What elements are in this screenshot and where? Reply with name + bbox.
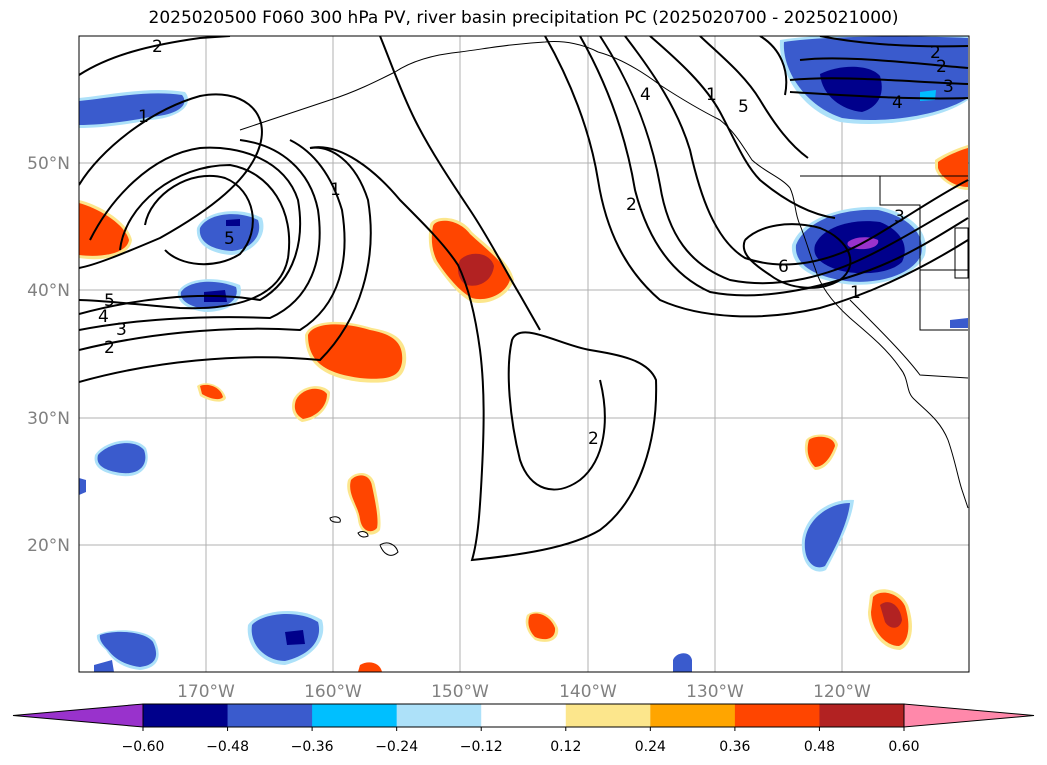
colorbar-tick-label: 0.48	[804, 739, 835, 755]
lat-label-50n: 50°N	[27, 154, 70, 174]
svg-text:6: 6	[778, 257, 789, 277]
svg-text:2: 2	[588, 429, 599, 449]
colorbar: −0.60 −0.48 −0.36 −0.24 −0.12 0.12 0.24 0.36 0.4…	[12, 703, 1035, 755]
lon-label-140w: 140°W	[559, 682, 617, 702]
colorbar-swatch	[650, 704, 736, 727]
svg-text:2: 2	[936, 57, 947, 77]
lon-label-130w: 130°W	[686, 682, 744, 702]
colorbar-tick-label: −0.12	[460, 739, 503, 755]
lon-label-120w: 120°W	[813, 682, 871, 702]
coastlines	[239, 41, 969, 556]
colorbar-ticks: −0.60 −0.48 −0.36 −0.24 −0.12 0.12 0.24 0.36 0.4…	[122, 727, 920, 755]
svg-text:3: 3	[116, 320, 127, 340]
colorbar-swatch	[565, 704, 651, 727]
colorbar-swatch	[227, 704, 313, 727]
svg-text:2: 2	[104, 338, 115, 358]
colorbar-swatch	[734, 704, 820, 727]
svg-text:4: 4	[892, 93, 903, 113]
svg-text:5: 5	[224, 229, 235, 249]
longitude-labels: 170°W 160°W 150°W 140°W 130°W 120°W	[177, 682, 871, 702]
colorbar-tick-label: 0.12	[550, 739, 581, 755]
colorbar-swatch	[819, 704, 905, 727]
lat-label-30n: 30°N	[27, 409, 70, 429]
colorbar-tick-label: 0.36	[719, 739, 750, 755]
map-frame	[78, 35, 970, 673]
colorbar-tick-label: 0.24	[635, 739, 666, 755]
lat-label-40n: 40°N	[27, 281, 70, 301]
svg-text:4: 4	[640, 85, 651, 105]
colorbar-tick-label: −0.48	[206, 739, 249, 755]
colorbar-tick-label: 0.60	[888, 739, 919, 755]
lon-label-170w: 170°W	[177, 682, 235, 702]
svg-text:1: 1	[850, 283, 861, 303]
svg-text:3: 3	[894, 207, 905, 227]
lon-label-160w: 160°W	[304, 682, 362, 702]
svg-text:1: 1	[330, 180, 341, 200]
colorbar-swatch	[312, 704, 398, 727]
colorbar-swatch	[143, 704, 229, 727]
svg-text:3: 3	[943, 77, 954, 97]
contour-labels: 2 1 5 1 5 4 3 2 2 4 2 1 5 6 3 1 2 3 4 2	[98, 37, 954, 449]
svg-text:2: 2	[626, 195, 637, 215]
colorbar-tick-label: −0.60	[122, 739, 165, 755]
negative-precip-areas	[79, 36, 968, 672]
pv-contours	[79, 36, 969, 562]
colorbar-swatch	[481, 704, 567, 727]
map-title: 2025020500 F060 300 hPa PV, river basin …	[148, 8, 899, 28]
colorbar-swatches	[143, 704, 905, 727]
svg-text:1: 1	[706, 85, 717, 105]
lon-label-150w: 150°W	[431, 682, 489, 702]
colorbar-tick-label: −0.24	[375, 739, 418, 755]
svg-text:5: 5	[104, 291, 115, 311]
colorbar-low-extend	[12, 703, 144, 728]
lat-label-20n: 20°N	[27, 536, 70, 556]
svg-text:5: 5	[738, 97, 749, 117]
svg-text:4: 4	[98, 307, 109, 327]
svg-text:2: 2	[930, 43, 941, 63]
colorbar-swatch	[396, 704, 482, 727]
positive-precip-areas	[79, 145, 968, 672]
colorbar-frame	[142, 703, 905, 728]
svg-text:2: 2	[152, 37, 163, 57]
svg-text:1: 1	[138, 107, 149, 127]
colorbar-high-extend	[903, 703, 1035, 728]
map-background	[79, 36, 969, 672]
gridlines	[79, 36, 969, 672]
latitude-labels: 50°N 40°N 30°N 20°N	[27, 154, 70, 556]
colorbar-tick-label: −0.36	[291, 739, 334, 755]
